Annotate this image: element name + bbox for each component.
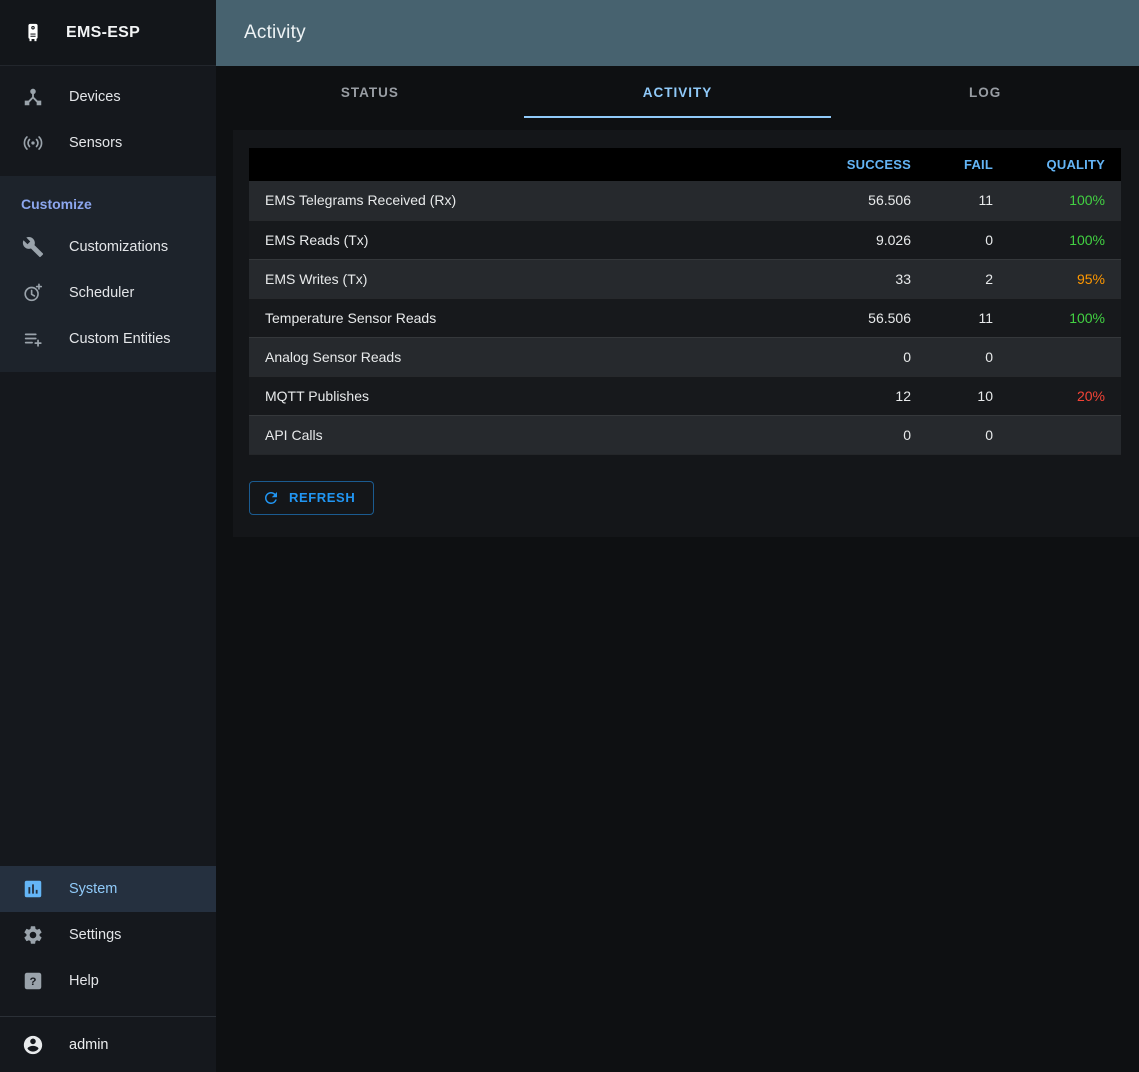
sidebar-user-admin[interactable]: admin (0, 1017, 216, 1072)
sensors-icon (21, 131, 45, 155)
tab-status[interactable]: STATUS (340, 84, 399, 100)
activity-table: SUCCESS FAIL QUALITY EMS Telegrams Recei… (249, 148, 1121, 455)
column-header-name (249, 148, 815, 181)
row-quality: 100% (1009, 220, 1121, 260)
app-logo-row: EMS-ESP (0, 0, 216, 66)
sidebar-nav-bottom: System Settings ? Help (0, 866, 216, 1072)
gear-icon (21, 923, 45, 947)
row-fail: 0 (927, 220, 1009, 260)
ems-esp-logo-icon (14, 14, 52, 52)
clock-plus-icon (21, 281, 45, 305)
column-header-quality: QUALITY (1009, 148, 1121, 181)
refresh-icon (262, 489, 280, 507)
row-success: 12 (815, 376, 927, 416)
row-name: EMS Writes (Tx) (249, 259, 815, 299)
row-success: 0 (815, 415, 927, 455)
row-name: API Calls (249, 415, 815, 455)
account-circle-icon (21, 1033, 45, 1057)
row-quality: 95% (1009, 259, 1121, 299)
sidebar: EMS-ESP Devices Sensors (0, 0, 216, 1072)
table-row: Temperature Sensor Reads 56.506 11 100% (249, 298, 1121, 338)
table-row: EMS Telegrams Received (Rx) 56.506 11 10… (249, 181, 1121, 221)
row-name: EMS Reads (Tx) (249, 220, 815, 260)
row-name: EMS Telegrams Received (Rx) (249, 181, 815, 221)
playlist-add-icon (21, 327, 45, 351)
main-area: Activity STATUS ACTIVITY LOG SUCCESS FAI… (216, 0, 1139, 1072)
row-quality: 20% (1009, 376, 1121, 416)
table-row: EMS Reads (Tx) 9.026 0 100% (249, 220, 1121, 260)
row-quality (1009, 337, 1121, 377)
table-row: MQTT Publishes 12 10 20% (249, 376, 1121, 416)
table-row: Analog Sensor Reads 0 0 (249, 337, 1121, 377)
row-name: Temperature Sensor Reads (249, 298, 815, 338)
refresh-button-label: REFRESH (289, 490, 356, 505)
sidebar-spacer (0, 372, 216, 866)
sidebar-item-label: Devices (69, 89, 121, 105)
row-name: MQTT Publishes (249, 376, 815, 416)
row-quality (1009, 415, 1121, 455)
tab-activity[interactable]: ACTIVITY (523, 66, 832, 118)
help-icon: ? (21, 969, 45, 993)
content-area: STATUS ACTIVITY LOG SUCCESS FAIL QUALITY (216, 66, 1139, 1072)
row-fail: 0 (927, 415, 1009, 455)
sidebar-nav-top: Devices Sensors (0, 66, 216, 166)
column-header-success: SUCCESS (815, 148, 927, 181)
row-fail: 11 (927, 181, 1009, 221)
sidebar-divider (0, 1016, 216, 1017)
analytics-icon (21, 877, 45, 901)
row-success: 56.506 (815, 181, 927, 221)
sidebar-item-label: System (69, 881, 118, 897)
sidebar-item-label: Settings (69, 927, 122, 943)
sidebar-item-customizations[interactable]: Customizations (0, 224, 216, 270)
tools-icon (21, 235, 45, 259)
row-quality: 100% (1009, 298, 1121, 338)
app-title: EMS-ESP (66, 23, 141, 41)
sidebar-item-label: Sensors (69, 135, 123, 151)
row-fail: 0 (927, 337, 1009, 377)
user-name-label: admin (69, 1036, 109, 1053)
activity-panel: SUCCESS FAIL QUALITY EMS Telegrams Recei… (233, 130, 1139, 537)
appbar: Activity (216, 0, 1139, 66)
table-row: API Calls 0 0 (249, 415, 1121, 455)
sidebar-item-help[interactable]: ? Help (0, 958, 216, 1004)
row-success: 56.506 (815, 298, 927, 338)
row-fail: 2 (927, 259, 1009, 299)
sidebar-item-scheduler[interactable]: Scheduler (0, 270, 216, 316)
sidebar-item-sensors[interactable]: Sensors (0, 120, 216, 166)
row-success: 0 (815, 337, 927, 377)
tab-bar: STATUS ACTIVITY LOG (216, 66, 1139, 118)
sidebar-item-custom-entities[interactable]: Custom Entities (0, 316, 216, 362)
svg-text:?: ? (30, 976, 37, 988)
row-success: 9.026 (815, 220, 927, 260)
row-fail: 11 (927, 298, 1009, 338)
column-header-fail: FAIL (927, 148, 1009, 181)
sidebar-item-system[interactable]: System (0, 866, 216, 912)
table-row: EMS Writes (Tx) 33 2 95% (249, 259, 1121, 299)
sidebar-item-label: Custom Entities (69, 331, 171, 347)
sidebar-item-label: Customizations (69, 239, 169, 255)
customize-section-header: Customize (21, 196, 92, 212)
tab-log[interactable]: LOG (969, 84, 1002, 100)
row-fail: 10 (927, 376, 1009, 416)
row-success: 33 (815, 259, 927, 299)
refresh-button[interactable]: REFRESH (249, 480, 375, 515)
device-hub-icon (21, 85, 45, 109)
sidebar-item-devices[interactable]: Devices (0, 74, 216, 120)
row-quality: 100% (1009, 181, 1121, 221)
activity-table-header: SUCCESS FAIL QUALITY (249, 148, 1121, 181)
row-name: Analog Sensor Reads (249, 337, 815, 377)
sidebar-item-label: Help (69, 973, 99, 989)
sidebar-item-label: Scheduler (69, 285, 135, 301)
sidebar-item-settings[interactable]: Settings (0, 912, 216, 958)
page-title: Activity (244, 22, 306, 43)
sidebar-customize-section: Customize Customizations Scheduler (0, 176, 216, 372)
